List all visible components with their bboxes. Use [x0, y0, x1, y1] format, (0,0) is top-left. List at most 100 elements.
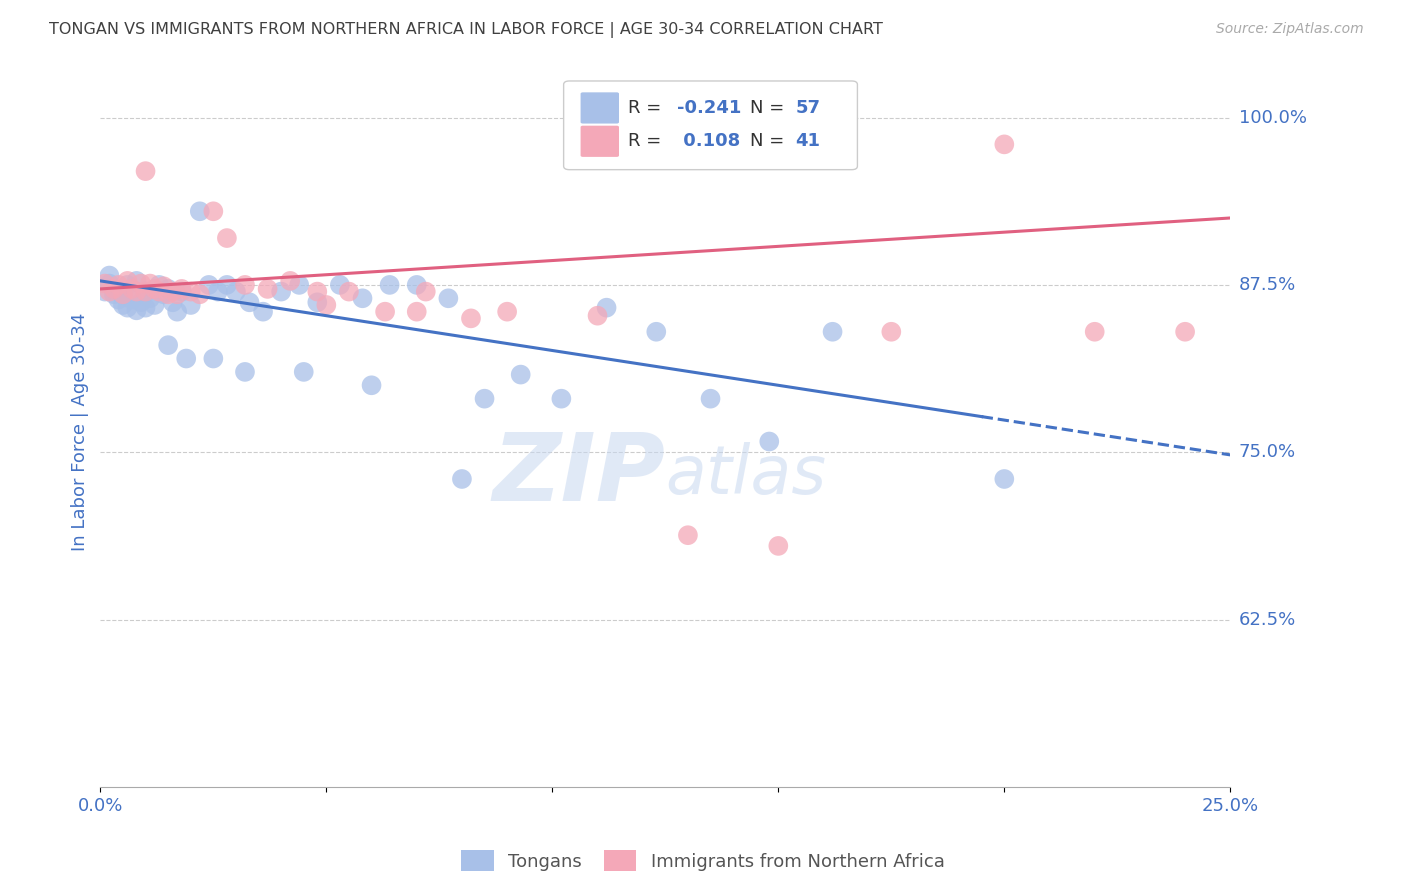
- Point: [415, 285, 437, 299]
- Point: [170, 282, 193, 296]
- Text: 41: 41: [796, 132, 820, 150]
- Point: [135, 301, 157, 315]
- Point: [152, 287, 174, 301]
- Point: [117, 277, 139, 292]
- Point: [139, 277, 162, 291]
- Point: [107, 277, 129, 292]
- Point: [121, 282, 143, 296]
- Point: [307, 295, 329, 310]
- Text: Source: ZipAtlas.com: Source: ZipAtlas.com: [1216, 22, 1364, 37]
- Point: [496, 304, 519, 318]
- Point: [233, 365, 256, 379]
- Text: 75.0%: 75.0%: [1239, 443, 1296, 461]
- Point: [107, 293, 129, 307]
- Point: [215, 231, 238, 245]
- Text: -0.241: -0.241: [676, 99, 741, 117]
- Point: [451, 472, 474, 486]
- Point: [509, 368, 531, 382]
- Point: [993, 137, 1015, 152]
- Point: [198, 277, 221, 292]
- Point: [125, 274, 148, 288]
- Point: [645, 325, 668, 339]
- Point: [307, 285, 329, 299]
- Point: [374, 304, 396, 318]
- Point: [880, 325, 903, 339]
- Point: [550, 392, 572, 406]
- Point: [162, 295, 184, 310]
- Point: [768, 539, 790, 553]
- Point: [157, 338, 180, 352]
- Point: [993, 472, 1015, 486]
- Point: [378, 277, 401, 292]
- Point: [460, 311, 482, 326]
- Point: [117, 301, 139, 315]
- Text: 0.108: 0.108: [676, 132, 740, 150]
- Point: [98, 277, 121, 291]
- FancyBboxPatch shape: [564, 81, 858, 169]
- Point: [148, 285, 170, 299]
- Text: N =: N =: [749, 132, 790, 150]
- Point: [202, 204, 225, 219]
- Point: [288, 277, 311, 292]
- Text: 57: 57: [796, 99, 820, 117]
- Point: [278, 274, 301, 288]
- Text: 62.5%: 62.5%: [1239, 610, 1296, 629]
- Point: [121, 293, 143, 307]
- Legend: Tongans, Immigrants from Northern Africa: Tongans, Immigrants from Northern Africa: [454, 843, 952, 879]
- Point: [103, 287, 125, 301]
- Point: [360, 378, 382, 392]
- Point: [143, 298, 166, 312]
- Point: [166, 287, 188, 301]
- Point: [162, 285, 184, 299]
- Point: [111, 287, 134, 301]
- Point: [252, 304, 274, 318]
- Point: [125, 303, 148, 318]
- Point: [135, 164, 157, 178]
- Point: [152, 279, 174, 293]
- Point: [270, 285, 292, 299]
- Point: [1084, 325, 1107, 339]
- Point: [125, 285, 148, 299]
- Point: [188, 204, 211, 219]
- Point: [180, 298, 202, 312]
- Point: [157, 282, 180, 296]
- Point: [1174, 325, 1197, 339]
- Point: [157, 287, 180, 301]
- Text: N =: N =: [749, 99, 790, 117]
- Point: [135, 285, 157, 299]
- Point: [699, 392, 721, 406]
- Point: [215, 277, 238, 292]
- Text: R =: R =: [628, 99, 666, 117]
- Point: [586, 309, 609, 323]
- Point: [474, 392, 496, 406]
- Point: [188, 287, 211, 301]
- Point: [129, 295, 152, 310]
- Text: TONGAN VS IMMIGRANTS FROM NORTHERN AFRICA IN LABOR FORCE | AGE 30-34 CORRELATION: TONGAN VS IMMIGRANTS FROM NORTHERN AFRIC…: [49, 22, 883, 38]
- Point: [94, 285, 117, 299]
- Point: [233, 277, 256, 292]
- Point: [111, 287, 134, 301]
- Point: [758, 434, 780, 449]
- Point: [225, 285, 247, 299]
- Point: [256, 282, 278, 296]
- FancyBboxPatch shape: [581, 93, 619, 124]
- Point: [202, 351, 225, 366]
- Point: [174, 351, 197, 366]
- Point: [166, 304, 188, 318]
- Point: [352, 291, 374, 305]
- Point: [111, 298, 134, 312]
- Point: [103, 282, 125, 296]
- FancyBboxPatch shape: [581, 126, 619, 157]
- Point: [103, 282, 125, 296]
- Text: 100.0%: 100.0%: [1239, 109, 1306, 127]
- Point: [238, 295, 260, 310]
- Y-axis label: In Labor Force | Age 30-34: In Labor Force | Age 30-34: [72, 313, 89, 551]
- Point: [315, 298, 337, 312]
- Point: [180, 285, 202, 299]
- Point: [135, 285, 157, 299]
- Text: atlas: atlas: [665, 442, 827, 508]
- Point: [595, 301, 617, 315]
- Point: [129, 277, 152, 291]
- Point: [107, 285, 129, 299]
- Point: [207, 285, 229, 299]
